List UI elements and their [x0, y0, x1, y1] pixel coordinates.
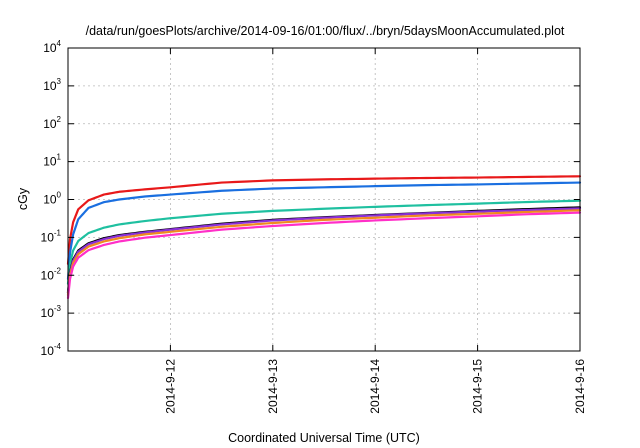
y-tick-exponent: 3: [57, 77, 62, 86]
y-tick-base: 10: [41, 268, 55, 282]
y-tick-exponent: -3: [54, 304, 62, 313]
y-tick-base: 10: [41, 230, 55, 244]
tick-marks: [68, 47, 581, 352]
y-tick-label: 10-2: [41, 266, 62, 282]
y-tick-base: 10: [41, 306, 55, 320]
x-tick-label: 2014-9-16: [573, 359, 587, 414]
x-axis-label: Coordinated Universal Time (UTC): [228, 431, 420, 445]
series-line-2: [66, 181, 582, 281]
y-tick-base: 10: [41, 344, 55, 358]
y-tick-label: 101: [43, 153, 61, 169]
x-tick-label: 2014-9-13: [266, 359, 280, 414]
y-tick-base: 10: [43, 193, 57, 207]
x-tick-labels: 2014-9-12 2014-9-13 2014-9-14 2014-9-15 2014…: [163, 359, 587, 414]
y-tick-exponent: -4: [54, 342, 62, 351]
series-line-1: [66, 175, 582, 265]
series-line-7: [66, 211, 582, 300]
y-tick-label: 104: [43, 39, 61, 55]
x-tick-label: 2014-9-12: [163, 359, 177, 414]
y-tick-label: 100: [43, 191, 61, 207]
grid: [68, 48, 580, 351]
y-tick-exponent: 2: [57, 115, 62, 124]
chart-title: /data/run/goesPlots/archive/2014-09-16/0…: [86, 24, 565, 38]
y-tick-exponent: -1: [54, 228, 62, 237]
x-tick-label: 2014-9-14: [368, 359, 382, 414]
y-tick-label: 103: [43, 77, 61, 93]
y-tick-exponent: 0: [57, 191, 62, 200]
series-line-3: [66, 199, 582, 285]
y-tick-base: 10: [43, 155, 57, 169]
y-tick-base: 10: [43, 79, 57, 93]
series-group: [66, 175, 582, 300]
y-tick-label: 10-4: [41, 342, 62, 358]
y-tick-label: 102: [43, 115, 61, 131]
y-tick-label: 10-1: [41, 228, 62, 244]
series-line-5: [66, 207, 582, 294]
y-tick-base: 10: [43, 117, 57, 131]
series-line-6: [66, 209, 582, 297]
y-tick-exponent: 4: [57, 39, 62, 48]
y-tick-base: 10: [43, 41, 57, 55]
y-tick-exponent: 1: [57, 153, 62, 162]
y-axis-label: cGy: [16, 187, 30, 210]
x-tick-label: 2014-9-15: [471, 359, 485, 414]
y-tick-label: 10-3: [41, 304, 62, 320]
y-tick-exponent: -2: [54, 266, 62, 275]
